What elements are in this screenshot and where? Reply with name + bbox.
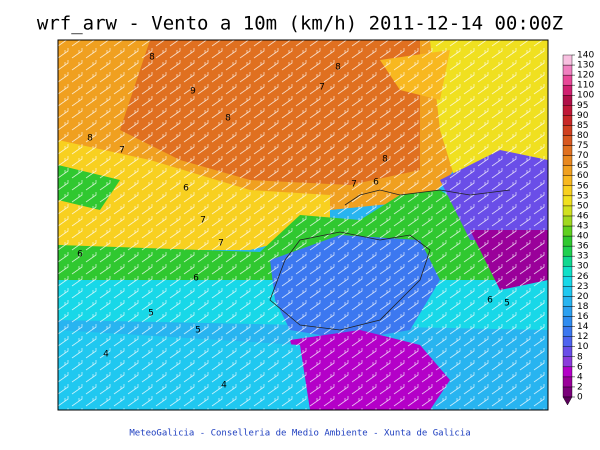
colorbar-swatch — [562, 155, 573, 166]
colorbar-swatch — [562, 276, 573, 287]
colorbar-swatch — [562, 336, 573, 347]
colorbar-label: 90 — [577, 111, 589, 121]
colorbar-label: 20 — [577, 292, 589, 302]
colorbar-label: 36 — [577, 242, 589, 252]
colorbar-label: 100 — [577, 91, 594, 101]
contour-label: 6 — [373, 178, 379, 188]
colorbar-swatch — [562, 205, 573, 217]
colorbar-swatch — [562, 115, 573, 126]
contour-label: 6 — [487, 296, 493, 306]
colorbar-swatch — [562, 125, 573, 136]
colorbar-swatch — [562, 95, 573, 106]
contour-label: 8 — [382, 155, 388, 165]
colorbar-swatch — [562, 316, 573, 327]
contour-label: 8 — [87, 134, 93, 144]
colorbar-label: 6 — [577, 362, 583, 372]
contour-label: 6 — [77, 250, 83, 260]
colorbar-swatch — [562, 306, 573, 317]
map-frame — [57, 39, 549, 411]
colorbar-label: 80 — [577, 131, 589, 141]
colorbar-label: 65 — [577, 161, 588, 171]
colorbar-label: 140 — [577, 51, 594, 61]
contour-label: 7 — [119, 146, 125, 156]
colorbar-swatch — [562, 105, 573, 116]
colorbar-label: 46 — [577, 211, 589, 221]
colorbar-swatch — [562, 266, 573, 277]
colorbar-label: 56 — [577, 181, 589, 191]
colorbar-label: 2 — [577, 382, 583, 392]
colorbar-label: 75 — [577, 141, 588, 151]
colorbar-swatch — [562, 376, 573, 388]
contour-label: 5 — [195, 326, 201, 336]
contour-label: 8 — [149, 53, 155, 63]
contour-labels: 8 8 7 9 8 8 7 8 7 6 6 7 7 6 6 5 5 4 4 6 … — [77, 53, 510, 391]
colorbar-label: 120 — [577, 71, 594, 81]
wind-map — [58, 40, 548, 410]
colorbar-swatch — [562, 225, 573, 237]
colorbar-swatch — [562, 255, 573, 267]
colorbar-swatch — [562, 135, 573, 146]
colorbar-label: 43 — [577, 222, 588, 232]
colorbar-swatch — [562, 64, 573, 76]
colorbar-label: 33 — [577, 252, 588, 262]
colorbar-label: 130 — [577, 61, 594, 71]
colorbar-label: 23 — [577, 282, 588, 292]
colorbar-label: 18 — [577, 302, 589, 312]
colorbar-swatch — [562, 185, 573, 197]
colorbar-swatch — [562, 296, 573, 307]
colorbar-label: 40 — [577, 232, 589, 242]
contour-label: 9 — [190, 87, 196, 97]
colorbar-label: 16 — [577, 312, 589, 322]
colorbar-swatch — [562, 366, 573, 378]
contour-label: 7 — [319, 83, 325, 93]
contour-label: 5 — [148, 309, 154, 319]
contour-label: 7 — [351, 180, 357, 190]
colorbar-label: 4 — [577, 372, 583, 382]
contour-label: 6 — [183, 184, 189, 194]
colorbar-swatch — [562, 195, 573, 207]
colorbar-swatch — [562, 145, 573, 156]
footer-credit: MeteoGalicia - Conselleria de Medio Ambi… — [129, 429, 470, 439]
colorbar-label: 53 — [577, 191, 588, 201]
colorbar-swatch — [562, 356, 573, 368]
colorbar-label: 10 — [577, 342, 589, 352]
colorbar-label: 70 — [577, 151, 589, 161]
colorbar-swatch — [562, 326, 573, 337]
contour-label: 8 — [335, 63, 341, 73]
colorbar-swatch — [562, 245, 573, 257]
colorbar-swatch — [562, 235, 573, 247]
colorbar-swatch — [562, 286, 573, 297]
colorbar-label: 85 — [577, 121, 588, 131]
contour-label: 8 — [225, 114, 231, 124]
contour-label: 5 — [504, 299, 510, 309]
colorbar: 0246810121416182023263033364043465053566… — [562, 51, 594, 406]
colorbar-label: 30 — [577, 262, 589, 272]
colorbar-swatch — [562, 54, 573, 66]
colorbar-label: 8 — [577, 352, 583, 362]
colorbar-swatch — [562, 165, 573, 176]
colorbar-label: 110 — [577, 81, 594, 91]
colorbar-swatch — [562, 346, 573, 357]
colorbar-arrow — [562, 396, 573, 406]
map-title: wrf_arw - Vento a 10m (km/h) 2011-12-14 … — [37, 13, 563, 35]
colorbar-swatch — [562, 386, 573, 398]
colorbar-label: 0 — [577, 393, 583, 403]
colorbar-label: 14 — [577, 322, 589, 332]
contour-label: 7 — [218, 239, 224, 249]
colorbar-label: 26 — [577, 272, 589, 282]
colorbar-swatch — [562, 215, 573, 227]
colorbar-label: 60 — [577, 171, 589, 181]
contour-label: 4 — [103, 350, 109, 360]
contour-label: 6 — [193, 274, 199, 284]
colorbar-label: 12 — [577, 332, 588, 342]
contour-label: 7 — [200, 216, 206, 226]
colorbar-swatch — [562, 84, 573, 96]
colorbar-label: 95 — [577, 101, 588, 111]
colorbar-swatch — [562, 74, 573, 86]
contour-label: 4 — [221, 381, 227, 391]
colorbar-label: 50 — [577, 201, 589, 211]
colorbar-swatch — [562, 175, 573, 186]
